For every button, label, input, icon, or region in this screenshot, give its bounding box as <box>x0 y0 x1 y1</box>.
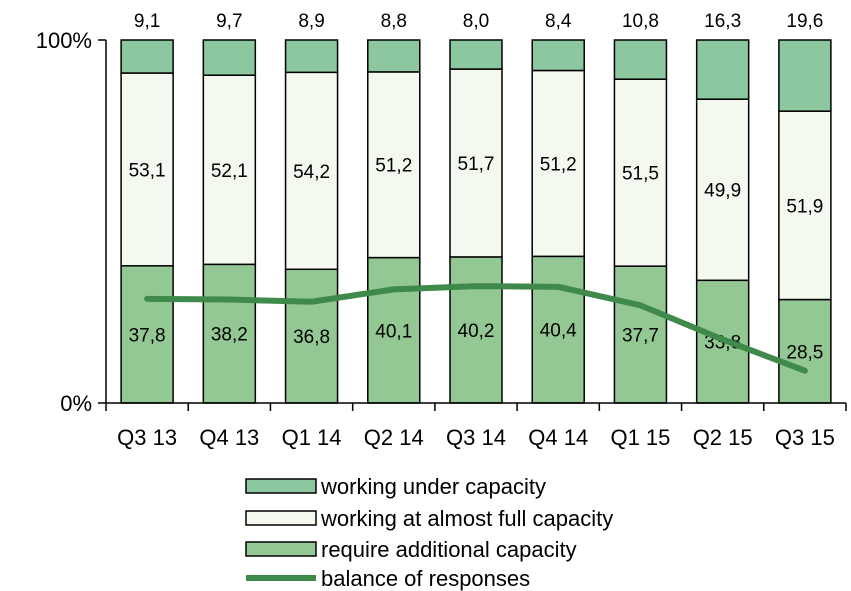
segment-label: 51,2 <box>375 156 412 177</box>
segment-label: 37,7 <box>622 326 659 347</box>
top-label: 8,9 <box>298 11 324 32</box>
bar-segment-3-7 <box>613 39 668 80</box>
bar-segment-3-3 <box>284 39 339 74</box>
segment-label: 40,2 <box>458 321 495 342</box>
legend-label: working at almost full capacity <box>320 506 613 531</box>
bars <box>120 39 832 404</box>
balance-line <box>144 283 808 374</box>
segment-label: 49,9 <box>704 181 741 202</box>
segment-label: 28,5 <box>786 342 823 363</box>
bar-segment-1-7 <box>613 265 668 404</box>
bar-segment-3-6 <box>531 39 585 72</box>
top-label: 16,3 <box>704 11 741 32</box>
bar-segment-3-9 <box>778 39 832 112</box>
bar-segment-2-3 <box>284 71 339 271</box>
bar-segment-2-1 <box>120 72 174 267</box>
x-tick-label: Q3 13 <box>117 425 177 450</box>
legend-label: balance of responses <box>321 566 530 591</box>
top-labels: 9,1 9,7 8,9 8,8 8,0 8,4 10,8 16,3 19,6 <box>134 11 823 32</box>
axes: 0% 100% Q3 13 Q4 13 Q1 14 Q2 14 Q3 14 Q4 14 Q1 1… <box>36 28 847 450</box>
segment-label: 40,1 <box>375 321 412 342</box>
bar-segment-2-2 <box>202 74 257 266</box>
x-tick-label: Q3 14 <box>446 425 506 450</box>
legend-swatch <box>245 541 317 557</box>
legend-label: working under capacity <box>320 474 546 499</box>
segment-label: 51,7 <box>458 154 495 175</box>
x-tick-label: Q2 14 <box>364 425 424 450</box>
top-label: 8,4 <box>545 11 572 32</box>
legend-label: require additional capacity <box>321 537 577 562</box>
legend: working under capacity working at almost … <box>245 474 613 591</box>
bar-segment-3-2 <box>202 39 257 76</box>
bar-segment-3-1 <box>120 39 174 74</box>
bar-segment-2-9 <box>778 110 832 301</box>
legend-swatch <box>245 510 317 526</box>
segment-label: 54,2 <box>293 162 330 183</box>
segment-label: 53,1 <box>129 160 166 181</box>
top-label: 9,1 <box>134 11 160 32</box>
y-tick-label: 100% <box>36 28 92 53</box>
x-tick-label: Q2 15 <box>693 425 753 450</box>
segment-label: 40,4 <box>540 321 577 342</box>
top-label: 9,7 <box>216 11 242 32</box>
x-tick-label: Q1 14 <box>282 425 342 450</box>
segment-label: 51,5 <box>622 164 659 185</box>
x-tick-label: Q1 15 <box>610 425 670 450</box>
x-tick-label: Q3 15 <box>775 425 835 450</box>
segment-label: 51,9 <box>786 196 823 217</box>
segment-label: 37,8 <box>129 325 166 346</box>
bar-segment-1-6 <box>531 255 585 404</box>
bar-segment-1-2 <box>202 263 257 404</box>
top-label: 8,8 <box>381 11 407 32</box>
bar-segment-2-4 <box>367 71 421 259</box>
segment-label: 52,1 <box>211 161 248 182</box>
bar-segment-2-6 <box>531 69 585 258</box>
segment-label: 51,2 <box>540 154 577 175</box>
bar-segment-3-5 <box>449 39 503 70</box>
bar-segment-3-4 <box>367 39 421 73</box>
top-label: 10,8 <box>622 11 659 32</box>
top-label: 8,0 <box>463 11 489 32</box>
top-label: 19,6 <box>786 11 823 32</box>
bar-segment-1-1 <box>120 265 174 404</box>
x-tick-label: Q4 13 <box>199 425 259 450</box>
balance-line-path <box>144 283 808 374</box>
bar-segment-1-4 <box>367 256 421 404</box>
bar-segment-3-8 <box>695 39 750 100</box>
segment-label: 36,8 <box>293 327 330 348</box>
segment-label: 38,2 <box>211 325 248 346</box>
x-tick-label: Q4 14 <box>528 425 588 450</box>
bar-segment-2-7 <box>613 78 668 267</box>
legend-swatch <box>245 478 317 494</box>
bar-segment-2-8 <box>695 98 750 282</box>
y-tick-label: 0% <box>60 391 92 416</box>
